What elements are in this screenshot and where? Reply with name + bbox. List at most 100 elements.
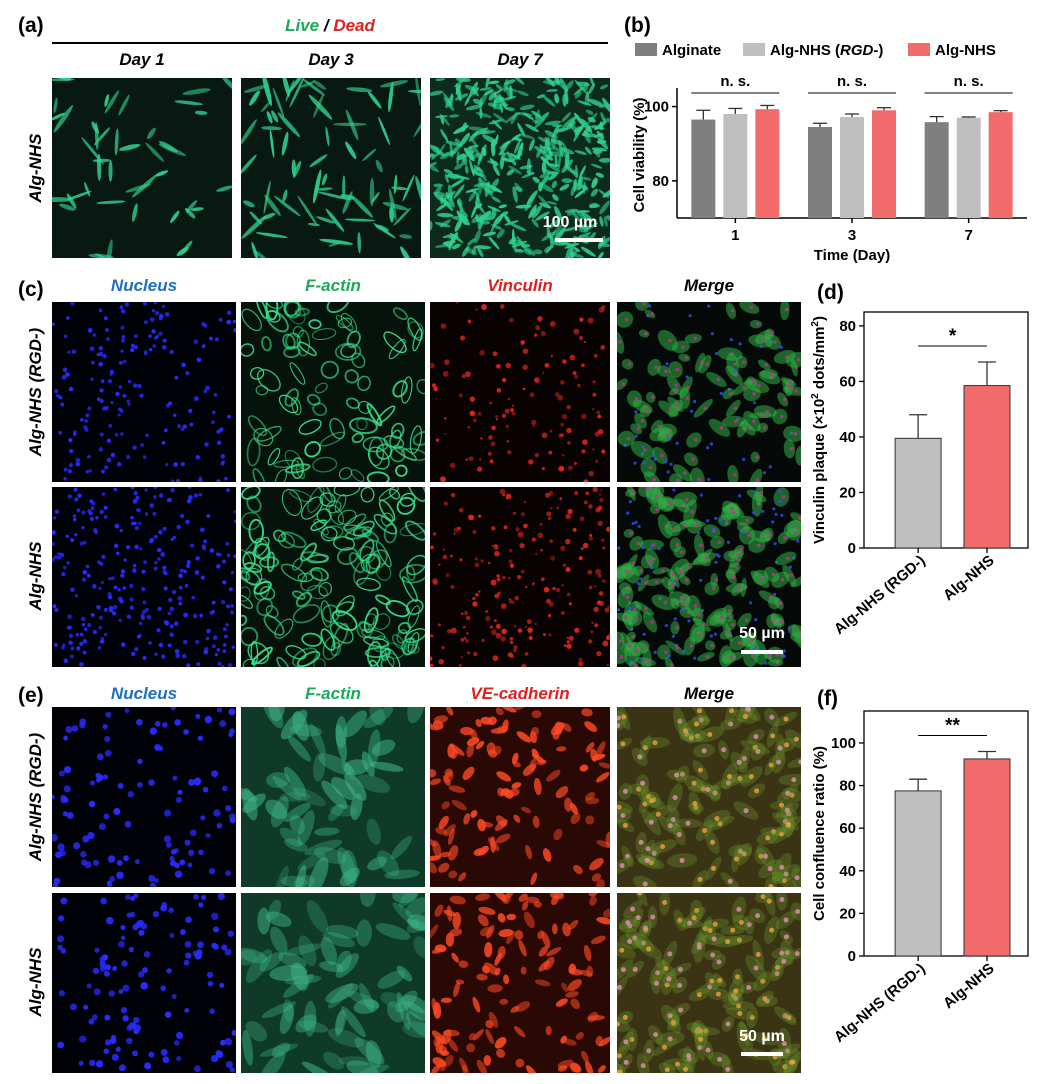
micrograph-c-factin-rgd (241, 302, 425, 482)
micrograph-e-merge-rgd (617, 707, 801, 887)
legend-label-b: Alginate (662, 42, 721, 59)
plot-frame (863, 311, 1029, 549)
y-tick-label: 100 (831, 735, 856, 752)
y-axis-title: Vinculin plaque (×102 dots/mm2) (810, 316, 828, 544)
col-merge-e: Merge (683, 684, 735, 703)
y-tick-label: 80 (839, 778, 856, 795)
bar (894, 437, 942, 549)
x-tick-label-b: 7 (964, 227, 972, 244)
scalebar-a-label: 100 µm (542, 214, 598, 231)
chart-f: 0 20 40 60 80 100 Alg-NHS (RGD-) Alg-NHS ** Cell … (811, 710, 1029, 1046)
col-day1: Day 1 (119, 50, 165, 69)
dead-label: Dead (333, 16, 375, 35)
bar-b (956, 117, 981, 218)
y-axis-title-b: Cell viability (%) (631, 97, 648, 212)
y-tick-label: 0 (848, 948, 856, 965)
micrograph-e-vecad-rgd (430, 707, 610, 887)
micrograph-c-factin-nhs (241, 487, 425, 667)
panel-b-label: (b) (624, 14, 651, 37)
micrograph-e-vecad-nhs (430, 893, 610, 1073)
ns-annotation-b: n. s. (837, 73, 867, 90)
row-alg-nhs-a: Alg-NHS (26, 133, 45, 203)
bar (963, 385, 1011, 549)
micrograph-c-nucleus-nhs (52, 487, 236, 667)
panel-a-divider (52, 42, 608, 44)
row-rgd-c: Alg-NHS (RGD-) (26, 327, 45, 457)
significance-marker: * (949, 326, 957, 347)
y-axis-title: Cell confluence ratio (%) (811, 746, 828, 921)
micrograph-c-vinculin-rgd (430, 302, 610, 482)
y-tick-label-b: 80 (652, 173, 669, 190)
bar-b (755, 109, 780, 218)
col-factin-e: F-actin (305, 684, 361, 703)
legend-label-b: Alg-NHS (RGD-) (770, 42, 883, 59)
panel-a-label: (a) (18, 14, 44, 37)
legend-swatch-b (635, 43, 657, 56)
panel-f-label: (f) (817, 687, 838, 710)
legend-swatch-b (908, 43, 930, 56)
y-tick-label-b: 100 (644, 99, 669, 116)
y-tick-label: 40 (839, 863, 856, 880)
significance-marker: ** (945, 715, 960, 736)
bar-b (924, 122, 949, 218)
panel-d-label: (d) (817, 281, 844, 304)
ns-annotation-b: n. s. (720, 73, 750, 90)
chart-d: 0 20 40 60 80 Alg-NHS (RGD-) Alg-NHS * Vinculin … (810, 311, 1029, 638)
x-tick-label: Alg-NHS (940, 552, 998, 604)
micrograph-e-merge-nhs (617, 893, 801, 1073)
col-day3: Day 3 (308, 50, 354, 69)
scalebar-a (555, 238, 603, 242)
scalebar-c-label: 50 µm (739, 625, 785, 642)
bar-b (840, 116, 864, 218)
live-label: Live (285, 16, 320, 35)
bar-b (808, 127, 832, 218)
col-day7: Day 7 (497, 50, 543, 69)
micrograph-c-merge-rgd (617, 302, 801, 482)
y-tick-label: 20 (839, 484, 856, 501)
panel-a-title: Live / Dead (52, 16, 608, 36)
micrograph-c-vinculin-nhs (430, 487, 610, 667)
bar-b (872, 110, 896, 218)
panel-c-label: (c) (18, 278, 44, 301)
title-separator: / (319, 16, 334, 35)
bar (963, 758, 1011, 957)
bar-b (723, 114, 748, 218)
micrograph-e-nucleus-rgd (52, 707, 236, 887)
row-nhs-c: Alg-NHS (26, 541, 45, 611)
bar-b (988, 112, 1013, 218)
micrograph-a-day7 (430, 78, 610, 258)
micrograph-e-nucleus-nhs (52, 893, 236, 1073)
micrograph-c-merge-nhs (617, 487, 801, 667)
y-tick-label: 80 (839, 318, 856, 335)
plot-frame (863, 710, 1029, 957)
col-merge-c: Merge (683, 276, 735, 295)
scalebar-e (741, 1052, 783, 1056)
scalebar-c (741, 650, 783, 654)
col-vecadherin-e: VE-cadherin (470, 684, 570, 703)
col-factin-c: F-actin (305, 276, 361, 295)
micrograph-a-day1 (52, 78, 232, 258)
y-tick-label: 0 (848, 540, 856, 557)
bar-b (691, 119, 716, 218)
bar (894, 790, 942, 957)
chart-b: Alginate Alg-NHS (RGD-) Alg-NHS 80 100 1 n. s.… (631, 42, 1027, 264)
panel-e-label: (e) (18, 684, 44, 707)
col-nucleus-c: Nucleus (110, 276, 178, 295)
x-tick-label: Alg-NHS (940, 960, 998, 1012)
x-axis-title-b: Time (Day) (814, 247, 890, 264)
ns-annotation-b: n. s. (954, 73, 984, 90)
micrograph-e-factin-nhs (241, 893, 425, 1073)
micrograph-c-nucleus-rgd (52, 302, 236, 482)
x-tick-label-b: 1 (731, 227, 739, 244)
y-tick-label: 20 (839, 905, 856, 922)
micrograph-e-factin-rgd (241, 707, 425, 887)
row-nhs-e: Alg-NHS (26, 947, 45, 1017)
legend-swatch-b (743, 43, 765, 56)
col-nucleus-e: Nucleus (110, 684, 178, 703)
y-tick-label: 40 (839, 429, 856, 446)
y-tick-label: 60 (839, 373, 856, 390)
scalebar-e-label: 50 µm (739, 1028, 785, 1045)
x-tick-label: Alg-NHS (RGD-) (831, 960, 929, 1046)
x-tick-label-b: 3 (848, 227, 856, 244)
col-vinculin-c: Vinculin (487, 276, 553, 295)
